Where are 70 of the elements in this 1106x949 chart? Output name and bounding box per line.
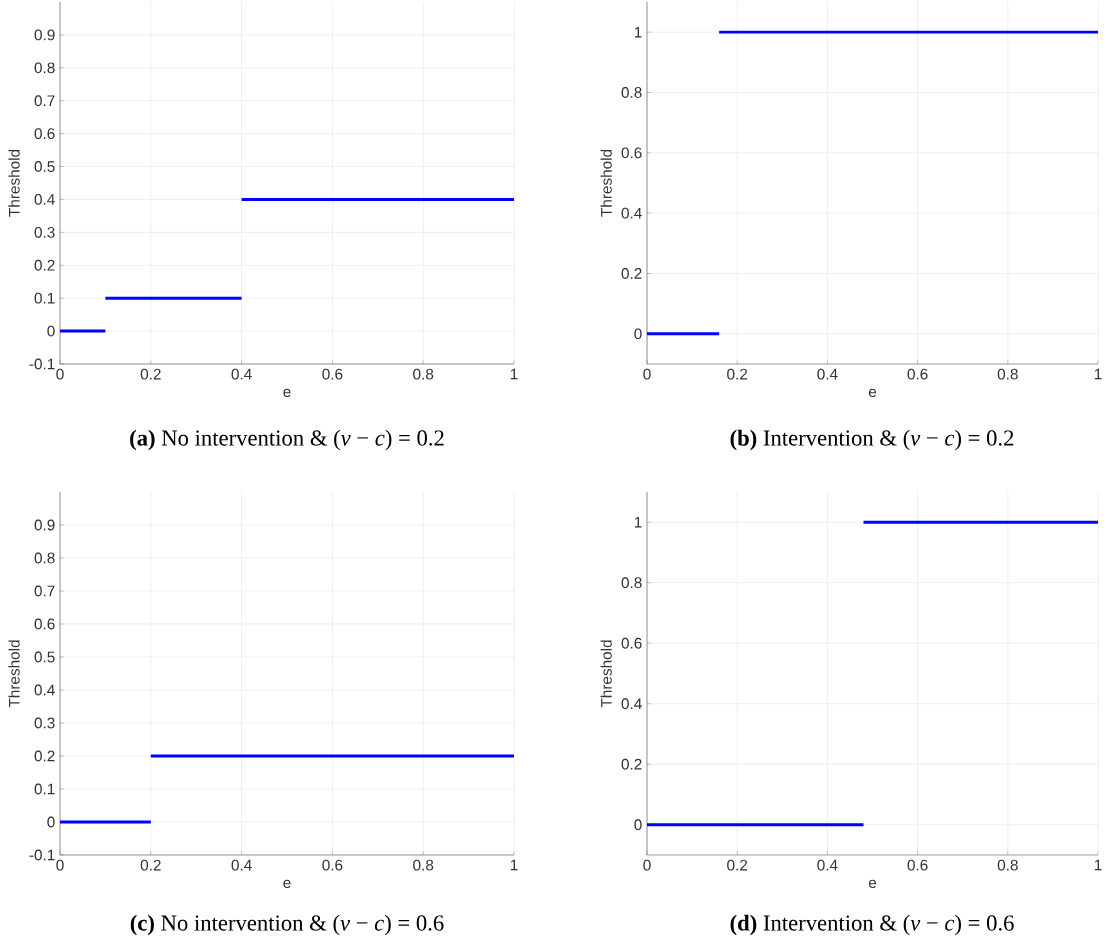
- x-tick-label: 0.6: [907, 368, 928, 380]
- y-axis-title: Threshold: [600, 640, 612, 708]
- y-tick-label: 0.2: [34, 750, 55, 762]
- y-axis-title: Threshold: [600, 149, 612, 217]
- y-tick-label: 0.7: [34, 585, 55, 597]
- y-axis-title: Threshold: [8, 640, 20, 708]
- y-tick-label: 0.3: [34, 226, 55, 238]
- y-tick-label: 0.6: [621, 637, 642, 649]
- x-tick-label: 0.4: [817, 859, 838, 871]
- y-tick-label: 1: [634, 516, 642, 528]
- y-tick-label: 0.8: [34, 552, 55, 564]
- y-tick-label: 0.1: [34, 292, 55, 304]
- x-tick-label: 0: [643, 368, 651, 380]
- y-tick-label: 0.4: [621, 698, 642, 710]
- y-tick-label: 0: [634, 819, 642, 831]
- y-tick-label: 0.2: [34, 259, 55, 271]
- x-tick-label: 0: [56, 368, 64, 380]
- x-tick-label: 1: [510, 859, 518, 871]
- x-tick-label: 0.8: [413, 368, 434, 380]
- y-tick-label: 0.4: [34, 194, 55, 205]
- x-tick-label: 0.2: [727, 859, 748, 871]
- x-tick-label: 0.2: [140, 859, 161, 871]
- x-tick-label: 0.2: [727, 368, 748, 380]
- x-tick-label: 0.6: [907, 859, 928, 871]
- x-tick-label: 0.2: [140, 368, 161, 380]
- y-tick-label: 0.7: [34, 95, 55, 107]
- x-tick-label: 0: [643, 859, 651, 871]
- x-tick-label: 0.8: [997, 368, 1018, 380]
- y-tick-label: 0: [47, 325, 55, 337]
- x-axis-title: e: [868, 879, 877, 889]
- y-tick-label: 1: [634, 26, 642, 38]
- y-tick-label: 0.4: [34, 684, 55, 696]
- x-tick-label: 1: [510, 368, 518, 380]
- y-tick-label: 0: [47, 816, 55, 828]
- y-tick-label: -0.1: [29, 849, 55, 861]
- text: (a) No intervention & (v − c) = 0.2: [130, 429, 444, 451]
- text: (d) Intervention & (v − c) = 0.6: [730, 914, 1014, 936]
- y-tick-label: 0.8: [34, 62, 55, 74]
- y-tick-label: 0.5: [34, 161, 55, 172]
- y-tick-label: 0.6: [34, 618, 55, 630]
- y-tick-label: 0.4: [621, 207, 642, 219]
- y-tick-label: 0.6: [621, 147, 642, 159]
- y-tick-label: -0.1: [29, 358, 55, 370]
- x-tick-label: 1: [1094, 859, 1102, 871]
- y-tick-label: 0.6: [34, 128, 55, 140]
- x-tick-label: 0.4: [817, 368, 838, 380]
- y-tick-label: 0.8: [621, 87, 642, 98]
- x-tick-label: 1: [1094, 368, 1102, 380]
- y-tick-label: 0.8: [621, 577, 642, 589]
- y-tick-label: 0.9: [34, 519, 55, 531]
- y-tick-label: 0.1: [34, 783, 55, 795]
- x-tick-label: 0.4: [231, 859, 252, 871]
- x-tick-label: 0.6: [322, 368, 343, 380]
- x-tick-label: 0.6: [322, 859, 343, 871]
- text: (c) No intervention & (v − c) = 0.6: [130, 914, 444, 936]
- y-axis-title: Threshold: [8, 149, 20, 217]
- x-tick-label: 0.4: [231, 368, 252, 380]
- y-tick-label: 0: [634, 328, 642, 340]
- y-tick-label: 0.5: [34, 651, 55, 663]
- x-tick-label: 0.8: [413, 859, 434, 871]
- x-axis-title: e: [283, 879, 291, 889]
- y-tick-label: 0.9: [34, 29, 55, 41]
- x-tick-label: 0: [56, 859, 64, 871]
- y-tick-label: 0.2: [621, 268, 642, 279]
- x-axis-title: e: [283, 388, 291, 398]
- text: (b) Intervention & (v − c) = 0.2: [730, 429, 1014, 451]
- x-axis-title: e: [868, 388, 877, 398]
- y-tick-label: 0.3: [34, 717, 55, 729]
- y-tick-label: 0.2: [621, 758, 642, 770]
- x-tick-label: 0.8: [997, 859, 1018, 871]
